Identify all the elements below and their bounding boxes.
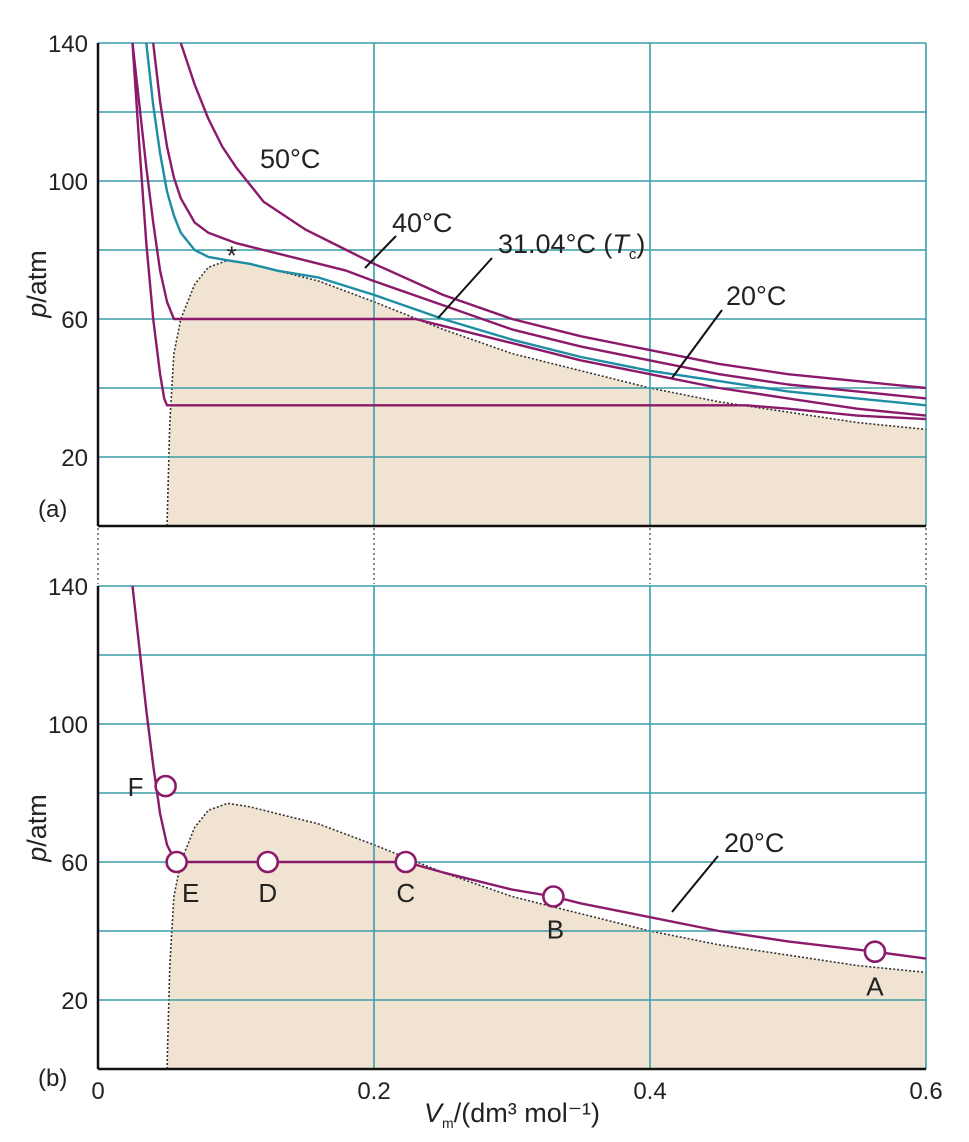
x-axis-ticks: 0 0.2 0.4 0.6 — [91, 1078, 942, 1105]
label-leader-40c — [364, 235, 397, 269]
y-tick-label: 20 — [61, 445, 88, 472]
label-40c: 40°C — [392, 208, 452, 238]
label-50c: 50°C — [260, 144, 320, 174]
coexistence-boundary — [166, 259, 927, 527]
panel-b-two-phase-region — [166, 802, 927, 1070]
panel-b-y-axis-label: p/atm — [22, 794, 52, 863]
x-tick-label: 0 — [91, 1078, 104, 1105]
label-leader-20c-b — [671, 855, 719, 913]
panel-b-tag: (b) — [38, 1065, 67, 1092]
panel-b-y-ticks: 20 60 100 140 — [48, 574, 88, 1015]
state-point-c — [394, 850, 418, 874]
panel-a: 20 60 100 140 p/atm (a) 50°C 40°C 31.04°C (… — [22, 31, 927, 528]
panel-connectors — [97, 528, 927, 584]
label-leader-31c — [437, 257, 493, 319]
state-point-label: C — [396, 878, 415, 908]
panel-a-grid — [96, 42, 927, 528]
state-point-e — [165, 850, 188, 874]
y-tick-label: 140 — [48, 31, 88, 58]
isotherm-line-5 — [131, 42, 927, 421]
y-tick-label: 100 — [48, 169, 88, 196]
x-tick-label: 0.6 — [909, 1078, 942, 1105]
panel-b-state-points: A B C D E F — [128, 772, 887, 1002]
y-tick-label: 60 — [61, 850, 88, 877]
label-31c-tc: 31.04°C (Tc) — [498, 229, 645, 263]
y-tick-label: 100 — [48, 712, 88, 739]
y-tick-label: 20 — [61, 988, 88, 1015]
two-phase-fill — [167, 260, 926, 526]
state-point-b — [542, 885, 565, 908]
isotherm-line-4 — [131, 42, 927, 417]
y-tick-label: 140 — [48, 574, 88, 601]
panel-a-y-axis-label: p/atm — [22, 250, 52, 319]
panel-a-tag: (a) — [38, 496, 67, 523]
x-tick-label: 0.2 — [357, 1078, 390, 1105]
panel-a-isotherms — [131, 42, 927, 421]
state-point-label: F — [128, 772, 144, 802]
two-phase-fill — [167, 803, 926, 1069]
isotherm-line-2 — [152, 42, 927, 400]
label-20c-a: 20°C — [726, 281, 786, 311]
state-point-label: E — [182, 878, 199, 908]
state-point-a — [863, 940, 887, 964]
label-leader-20c-a — [671, 309, 723, 379]
label-20c-b: 20°C — [724, 828, 784, 858]
state-point-f — [154, 774, 177, 798]
isotherm-line-1 — [179, 42, 927, 390]
panel-a-two-phase-region — [166, 259, 927, 527]
state-point-d — [256, 850, 280, 874]
y-tick-label: 60 — [61, 307, 88, 334]
x-axis-label: Vm/(dm³ mol⁻¹) — [424, 1098, 600, 1131]
state-point-label: B — [547, 915, 564, 945]
isotherm-line-3 — [145, 42, 927, 407]
panel-a-y-ticks: 20 60 100 140 — [48, 31, 88, 472]
panel-b: A B C D E F 20 60 100 140 0 0.2 0.4 0.6 p/atm (b) 2… — [22, 574, 943, 1131]
coexistence-boundary — [166, 802, 927, 1070]
state-point-label: D — [258, 878, 277, 908]
critical-point-marker: * — [227, 240, 237, 270]
x-tick-label: 0.4 — [633, 1078, 666, 1105]
state-point-label: A — [866, 972, 884, 1002]
